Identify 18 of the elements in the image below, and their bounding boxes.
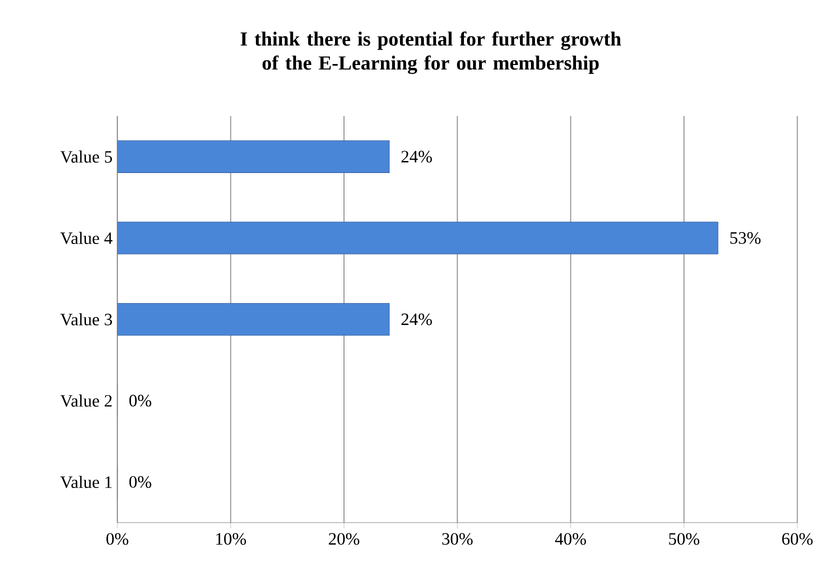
- y-tick-label: Value 1: [60, 476, 112, 488]
- x-tick-label: 0%: [106, 533, 128, 545]
- y-tick-label: Value 4: [60, 232, 112, 244]
- data-label: 24%: [401, 314, 432, 326]
- y-tick-label: Value 5: [60, 150, 112, 163]
- x-tick-label: 20%: [328, 533, 360, 545]
- x-tick-label: 50%: [669, 533, 700, 545]
- x-tick-label: 30%: [442, 533, 473, 545]
- data-label: 0%: [129, 394, 152, 407]
- x-tick-label: 40%: [555, 533, 586, 545]
- data-label: 0%: [129, 476, 152, 488]
- chart-title: I think there is potential for further growth of the E-Learning for our membership: [240, 32, 622, 74]
- data-label: 24%: [401, 150, 432, 163]
- y-tick-label: Value 2: [60, 394, 112, 407]
- y-tick-label: Value 3: [60, 313, 112, 326]
- x-tick-label: 60%: [782, 533, 813, 545]
- data-label: 53%: [730, 232, 761, 244]
- x-tick-label: 10%: [216, 533, 246, 545]
